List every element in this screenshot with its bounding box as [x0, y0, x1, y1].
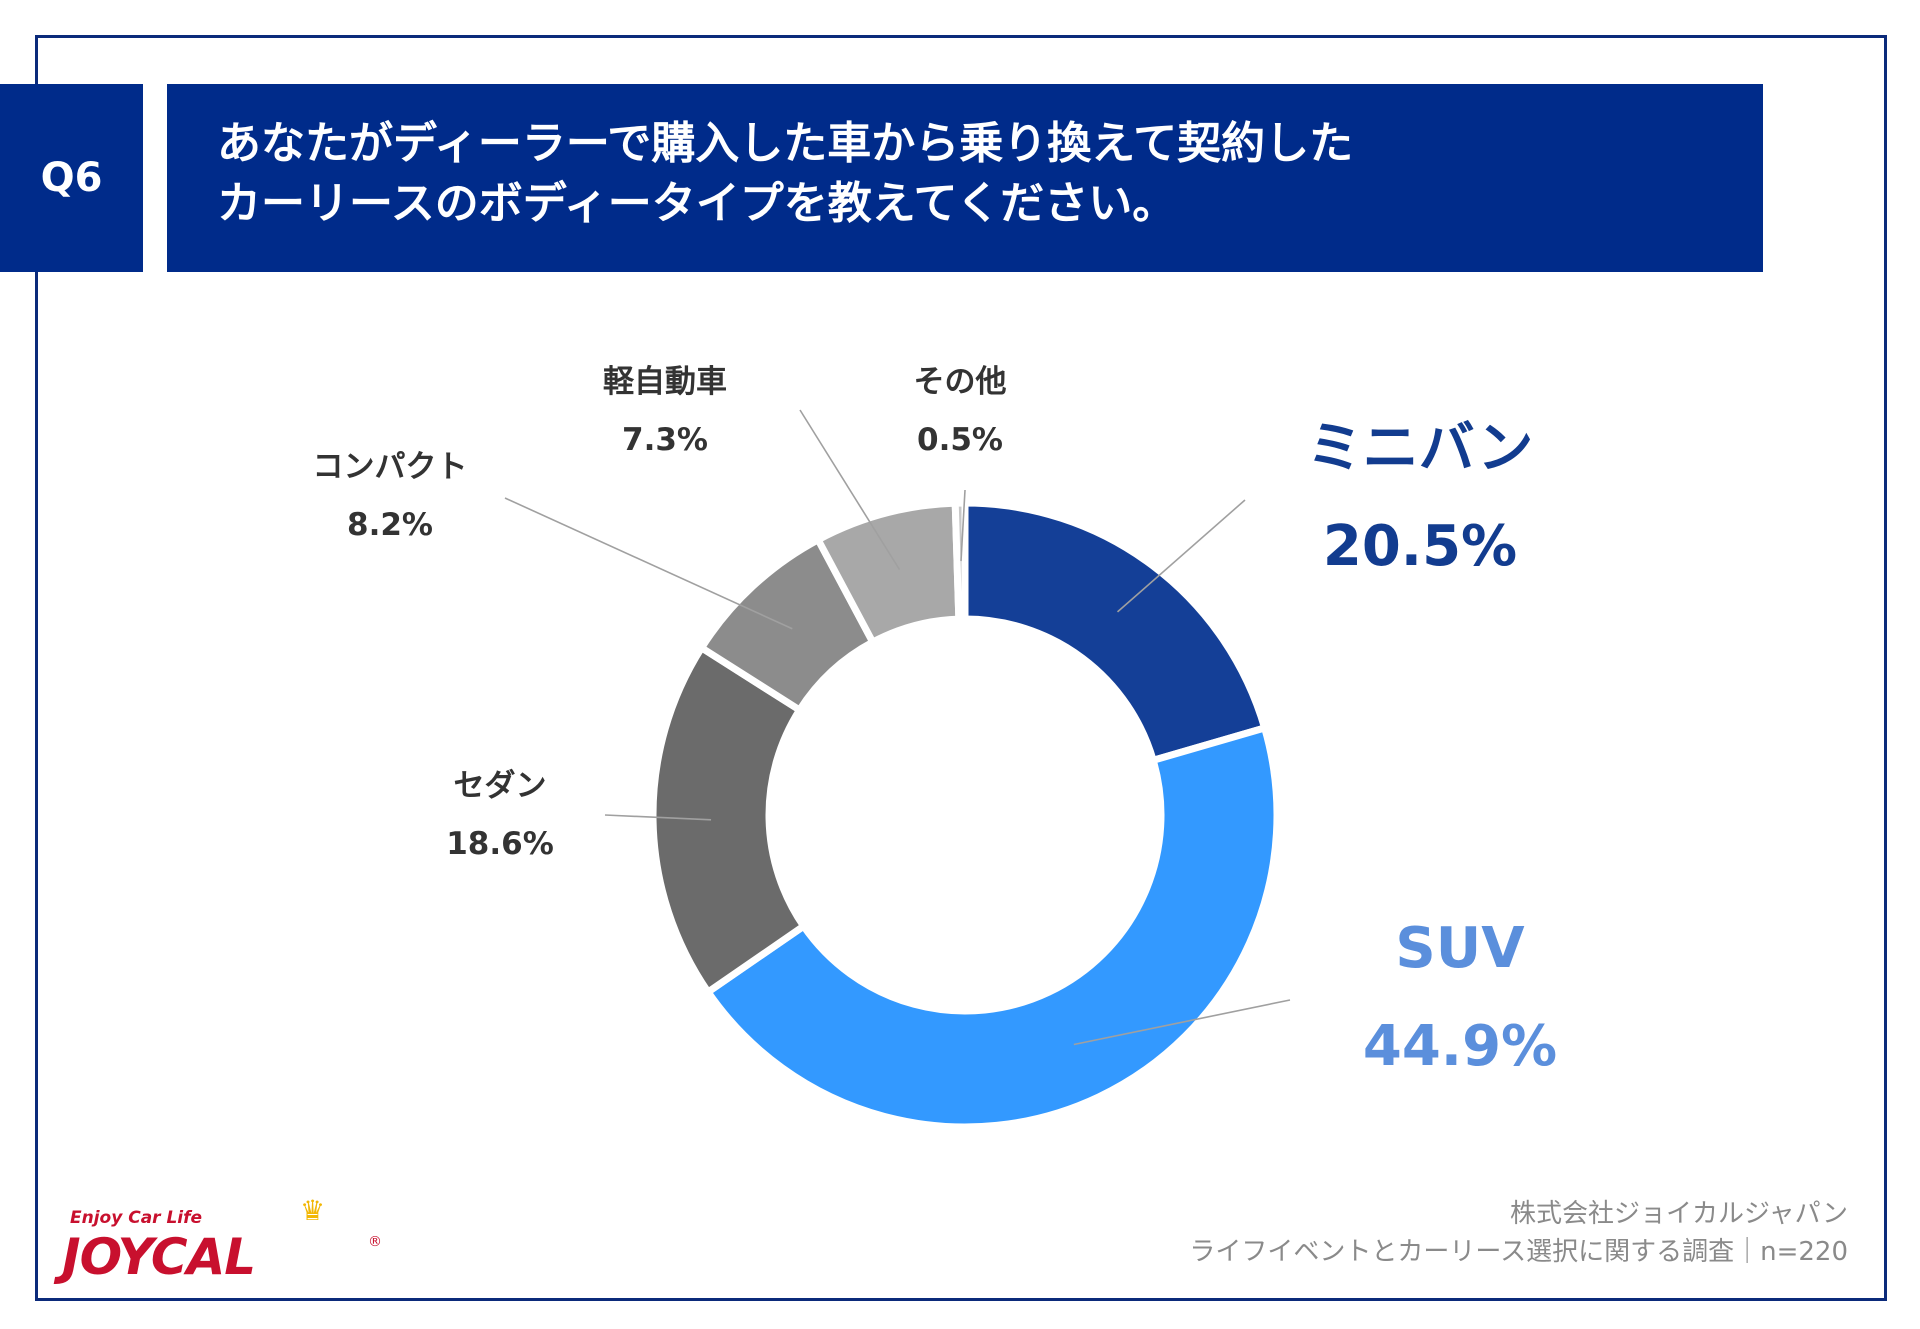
- source-company: 株式会社ジョイカルジャパン: [1509, 1199, 1848, 1229]
- label-compact-name: コンパクト: [312, 449, 468, 485]
- label-other: その他 0.5%: [890, 353, 1030, 469]
- label-suv: SUV 44.9%: [1335, 900, 1585, 1096]
- label-minivan: ミニバン 20.5%: [1295, 400, 1545, 596]
- label-minivan-name: ミニバン: [1306, 416, 1534, 481]
- label-sedan: セダン 18.6%: [415, 757, 585, 873]
- label-kei-car-value: 7.3%: [622, 422, 708, 458]
- question-title: あなたがディーラーで購入した車から乗り換えて契約した カーリースのボディータイプ…: [167, 84, 1763, 272]
- label-other-value: 0.5%: [917, 422, 1003, 458]
- label-sedan-value: 18.6%: [446, 826, 554, 862]
- leader-suv: [1073, 999, 1291, 1046]
- joycal-logo: ♛ Enjoy Car Life JOYCAL ®: [62, 1192, 382, 1286]
- leader-other: [960, 489, 966, 562]
- label-suv-value: 44.9%: [1362, 1014, 1558, 1079]
- logo-wordmark: JOYCAL: [62, 1228, 256, 1286]
- crown-icon: ♛: [300, 1194, 326, 1227]
- leader-kei-car: [799, 409, 901, 571]
- source-note: 株式会社ジョイカルジャパン ライフイベントとカーリース選択に関する調査｜n=22…: [1189, 1195, 1848, 1271]
- slice-suv: [703, 723, 1281, 1131]
- leader-compact: [504, 497, 793, 630]
- label-kei-car: 軽自動車 7.3%: [575, 353, 755, 469]
- leader-sedan: [604, 814, 712, 821]
- slice-minivan: [961, 499, 1269, 765]
- label-sedan-name: セダン: [453, 768, 547, 804]
- label-suv-name: SUV: [1395, 916, 1525, 981]
- label-kei-car-name: 軽自動車: [603, 364, 727, 400]
- logo-registered-mark: ®: [368, 1234, 382, 1250]
- label-other-name: その他: [913, 364, 1007, 400]
- question-title-line-2: カーリースのボディータイプを教えてください。: [217, 178, 1177, 229]
- label-compact-value: 8.2%: [347, 507, 433, 543]
- logo-tagline: Enjoy Car Life: [70, 1208, 203, 1228]
- label-minivan-value: 20.5%: [1322, 514, 1518, 579]
- slide-frame: [35, 35, 1887, 1301]
- slice-sedan: [649, 642, 809, 997]
- question-badge: Q6: [0, 84, 143, 272]
- question-title-line-1: あなたがディーラーで購入した車から乗り換えて契約した: [217, 118, 1354, 169]
- label-compact: コンパクト 8.2%: [290, 438, 490, 554]
- source-survey: ライフイベントとカーリース選択に関する調査｜n=220: [1189, 1237, 1848, 1267]
- leader-minivan: [1116, 499, 1246, 613]
